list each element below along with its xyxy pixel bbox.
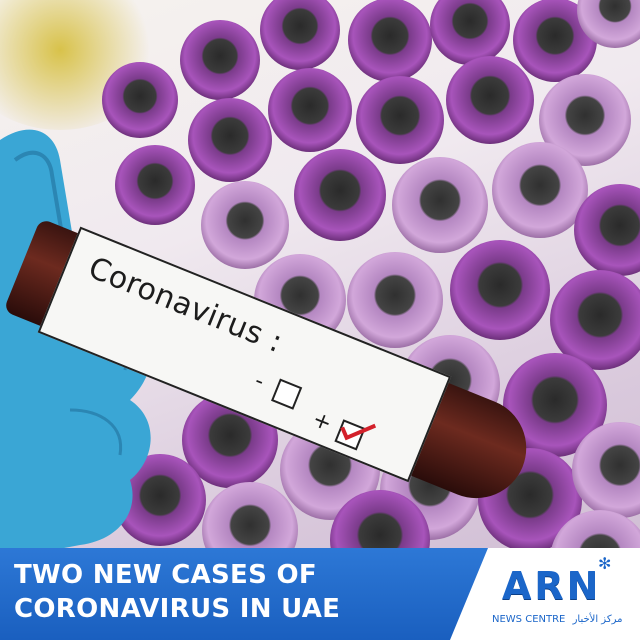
vial-label: Coronavirus : - + — [37, 226, 452, 483]
logo-wordmark: ARN — [502, 564, 602, 608]
positive-mark: + — [308, 406, 336, 437]
negative-checkbox — [271, 378, 303, 410]
blood-sample-vial: Coronavirus : - + — [0, 195, 569, 544]
headline-line-2: CORONAVIRUS IN UAE — [14, 594, 341, 624]
headline: TWO NEW CASES OF CORONAVIRUS IN UAE — [14, 558, 340, 626]
logo-subtitle-en: NEWS CENTRE — [492, 614, 566, 625]
check-mark-icon — [340, 423, 377, 441]
snowflake-icon: ✻ — [598, 554, 612, 573]
logo-subtitle: NEWS CENTRE مركز الأخبار — [492, 614, 622, 625]
positive-checkbox — [334, 419, 377, 451]
negative-mark: - — [250, 368, 268, 395]
headline-line-1: TWO NEW CASES OF — [14, 560, 317, 590]
logo-subtitle-ar: مركز الأخبار — [572, 614, 623, 625]
arn-logo: ✻ ARN NEWS CENTRE مركز الأخبار — [480, 554, 630, 636]
positive-option: + — [308, 406, 377, 451]
headline-banner: TWO NEW CASES OF CORONAVIRUS IN UAE ✻ AR… — [0, 548, 640, 640]
negative-option: - — [250, 368, 303, 410]
banner-blue-panel — [0, 548, 520, 640]
